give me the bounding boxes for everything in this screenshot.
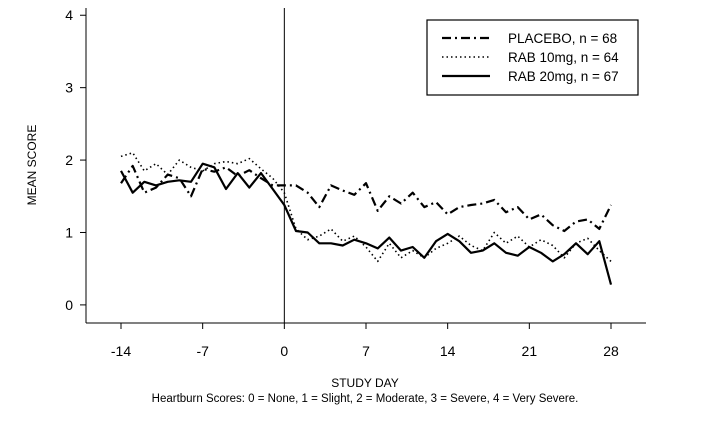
y-tick-label: 4 [65, 7, 73, 23]
y-tick-label: 0 [65, 297, 73, 313]
y-axis-ticks: 0 1 2 3 4 [65, 7, 86, 313]
score-scale-footnote: Heartburn Scores: 0 = None, 1 = Slight, … [152, 393, 579, 405]
x-axis-ticks: -14 -7 0 7 14 21 28 [111, 323, 619, 359]
series-line-rab-10mg [120, 152, 612, 263]
series-line-rab-20mg [120, 162, 613, 285]
series-line-placebo [120, 164, 612, 233]
x-tick-label: -7 [196, 343, 209, 359]
legend-box [426, 19, 639, 96]
legend-label-rab-10mg: RAB 10mg, n = 64 [508, 50, 619, 65]
y-axis-title: MEAN SCORE [25, 125, 39, 206]
y-tick-label: 3 [65, 80, 73, 96]
x-axis-title: STUDY DAY [331, 376, 399, 390]
x-tick-label: 0 [280, 343, 288, 359]
y-tick-label: 2 [65, 152, 73, 168]
legend: PLACEBO, n = 68 RAB 10mg, n = 64 RAB 20m… [426, 19, 639, 96]
x-tick-label: 14 [440, 343, 456, 359]
legend-label-placebo: PLACEBO, n = 68 [508, 31, 617, 46]
x-tick-label: 7 [362, 343, 370, 359]
y-tick-label: 1 [65, 224, 73, 240]
series-layer [120, 152, 613, 285]
x-tick-label: 28 [603, 343, 619, 359]
x-tick-label: -14 [111, 343, 131, 359]
x-tick-label: 21 [522, 343, 538, 359]
legend-label-rab-20mg: RAB 20mg, n = 67 [508, 69, 619, 84]
